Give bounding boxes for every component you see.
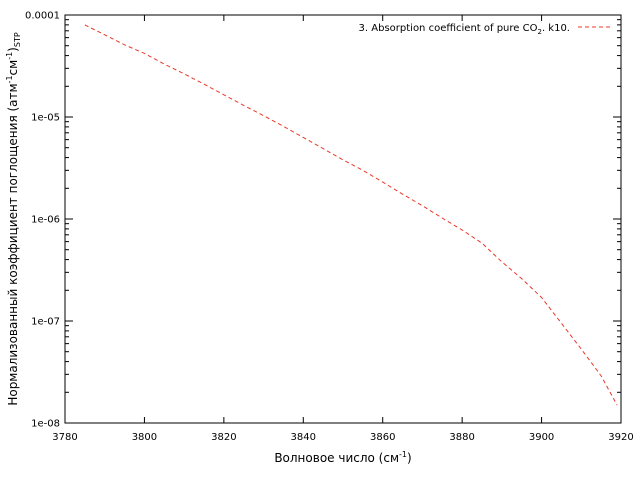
y-axis-label-close: ) [6, 47, 20, 52]
legend-label: 3. Absorption coefficient of pure CO2. k… [359, 23, 570, 36]
legend-label-post: . k10. [542, 23, 570, 34]
legend-label-pre: 3. Absorption coefficient of pure CO [359, 23, 538, 34]
legend-label-sub: 2 [537, 28, 541, 36]
y-tick-label: 1e-07 [31, 317, 60, 328]
y-tick-label: 1e-05 [31, 113, 60, 124]
y-axis-label-sub: STP [13, 32, 22, 47]
x-tick-label: 3820 [211, 432, 236, 443]
x-axis-label-tail: ) [407, 451, 412, 465]
y-axis-label-main: Нормализованный коэффициент поглощения (… [6, 83, 20, 405]
x-tick-label: 3880 [449, 432, 474, 443]
x-axis-label: Волновое число (см-1) [274, 450, 411, 465]
x-tick-label: 3800 [132, 432, 157, 443]
y-axis-label-sup1: -1 [5, 75, 14, 83]
x-axis-label-main: Волновое число (см [274, 451, 399, 465]
tick-labels: 3780 3800 3820 3840 3860 3880 3900 3920 1e-08 1e-… [25, 11, 634, 444]
series-line [84, 24, 618, 406]
y-tick-label: 0.0001 [25, 11, 60, 22]
axis-ticks [64, 14, 622, 424]
x-tick-label: 3920 [608, 432, 633, 443]
x-tick-label: 3900 [529, 432, 554, 443]
y-tick-label: 1e-06 [31, 215, 60, 226]
y-axis-label: Нормализованный коэффициент поглощения (… [5, 32, 22, 406]
x-tick-label: 3840 [291, 432, 316, 443]
x-axis-label-sup: -1 [399, 450, 407, 459]
y-axis-label-mid: см [6, 60, 20, 76]
y-axis-label-sup2: -1 [5, 52, 14, 60]
x-tick-label: 3780 [52, 432, 77, 443]
plot-frame [64, 14, 622, 424]
x-tick-label: 3860 [370, 432, 395, 443]
y-tick-label: 1e-08 [31, 419, 60, 430]
